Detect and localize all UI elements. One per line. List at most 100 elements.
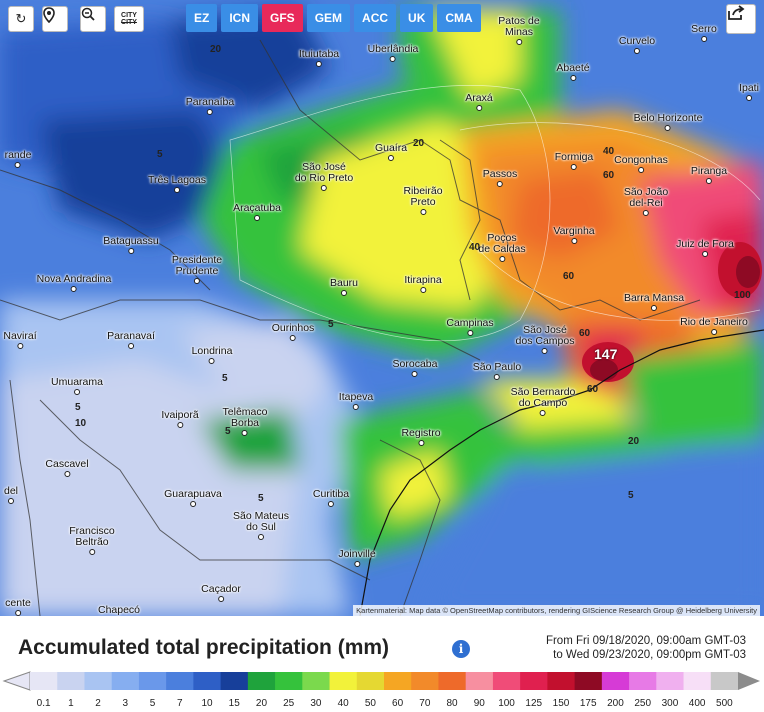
city-label: Londrina: [192, 346, 232, 364]
city-label: Chapecó: [98, 605, 140, 616]
city-label: Itirapina: [404, 275, 442, 293]
model-selector: EZ ICN GFS GEM ACC UK CMA: [186, 4, 481, 32]
city-marker: [497, 181, 503, 187]
city-label: São Paulo: [473, 362, 521, 380]
info-icon: i: [458, 642, 464, 656]
legend-tick-label: 125: [525, 698, 543, 709]
city-label: Guarapuava: [164, 489, 222, 507]
legend-swatch: [384, 672, 412, 690]
city-toggle-button[interactable]: CITY CITY: [114, 6, 144, 32]
city-label: Belo Horizonte: [634, 113, 702, 131]
city-label: Ivaiporã: [161, 410, 199, 428]
refresh-button[interactable]: ↻: [8, 6, 34, 32]
share-button[interactable]: [726, 4, 756, 34]
legend-swatch: [656, 672, 685, 690]
city-label: Serro: [691, 24, 717, 42]
legend-swatch: [84, 672, 113, 690]
city-label: Campinas: [446, 318, 494, 336]
city-label: Araxá: [465, 93, 493, 111]
city-label: Passos: [483, 169, 517, 187]
city-label: Presidente Prudente: [172, 255, 222, 284]
legend-swatch: [247, 672, 276, 690]
contour-label: 5: [225, 426, 231, 437]
contour-label: 5: [328, 319, 334, 330]
city-label: Juiz de Fora: [676, 239, 734, 257]
legend-swatch: [166, 672, 194, 690]
contour-label: 60: [603, 170, 615, 181]
legend-tick-label: 90: [473, 698, 485, 709]
legend-swatch: [302, 672, 331, 690]
city-label: Umuarama: [51, 377, 103, 395]
contour-label: 60: [587, 384, 599, 395]
legend-tick-label: 60: [392, 698, 404, 709]
locate-button[interactable]: [42, 6, 68, 32]
legend-swatch: [193, 672, 222, 690]
legend-swatch: [547, 672, 576, 690]
city-label: Uberlândia: [368, 44, 418, 62]
legend-swatch: [411, 672, 439, 690]
city-label: Formiga: [555, 152, 593, 170]
legend-tick-label: 300: [661, 698, 679, 709]
zoom-out-button[interactable]: [80, 6, 106, 32]
city-marker: [389, 56, 396, 62]
city-marker: [702, 251, 708, 257]
model-tab-cma[interactable]: CMA: [437, 4, 481, 32]
info-button[interactable]: i: [452, 640, 470, 658]
precipitation-map[interactable]: Patos de Minas Uberlândia Ituiutaba Curve…: [0, 0, 764, 616]
legend-swatch: [30, 672, 58, 690]
city-label: Registro: [401, 428, 441, 446]
contour-label: 5: [628, 490, 634, 501]
contour-label: 5: [258, 493, 264, 504]
map-attribution: Kartenmaterial: Map data © OpenStreetMap…: [353, 605, 760, 616]
contour-label: 20: [210, 44, 222, 55]
model-tab-uk[interactable]: UK: [400, 4, 434, 32]
legend-swatch: [683, 672, 712, 690]
city-marker: [128, 248, 134, 254]
city-label: Curvelo: [619, 36, 655, 54]
city-marker: [705, 178, 712, 184]
legend-tick-label: 0.1: [36, 698, 51, 709]
city-label: Paranavaí: [107, 331, 155, 349]
contour-label: 20: [628, 436, 640, 447]
city-marker: [64, 471, 70, 477]
contour-label: 5: [157, 149, 163, 160]
period-end: to Wed 09/23/2020, 09:00pm GMT-03: [553, 649, 746, 661]
legend-tick-label: 10: [201, 698, 213, 709]
city-marker: [701, 36, 707, 42]
page-title: Accumulated total precipitation (mm): [18, 636, 390, 659]
city-marker: [467, 330, 473, 336]
city-marker: [14, 162, 21, 168]
city-marker: [634, 48, 640, 54]
model-tab-gem[interactable]: GEM: [306, 4, 351, 32]
city-label: Barra Mansa: [624, 293, 684, 311]
contour-label: 60: [563, 271, 575, 282]
legend-tick-label: 5: [149, 698, 156, 709]
legend-tick-label: 250: [634, 698, 652, 709]
city-marker: [539, 410, 546, 416]
legend-swatch: [574, 672, 603, 690]
legend-tick-label: 400: [688, 698, 706, 709]
peak-value-label: 147: [594, 346, 618, 362]
model-tab-ez[interactable]: EZ: [186, 4, 218, 32]
city-marker: [515, 39, 522, 45]
city-label: Rio de Janeiro: [680, 317, 748, 335]
city-marker: [254, 215, 260, 221]
city-marker: [387, 155, 394, 161]
legend-arrow-low: [2, 671, 31, 691]
city-marker: [570, 164, 577, 170]
share-icon: [728, 5, 745, 20]
city-label: Varginha: [553, 226, 595, 244]
legend-swatch: [356, 672, 385, 690]
legend-tick-label: 30: [310, 698, 322, 709]
legend-swatch: [138, 672, 167, 690]
city-marker: [570, 75, 576, 81]
city-label: Ourinhos: [272, 323, 314, 341]
legend-tick-label: 200: [607, 698, 624, 709]
city-marker: [289, 335, 296, 341]
model-tab-icn[interactable]: ICN: [221, 4, 259, 32]
model-tab-gfs[interactable]: GFS: [262, 4, 303, 32]
zoom-out-icon: [81, 7, 95, 21]
legend-tick-label: 40: [337, 698, 349, 709]
model-tab-acc[interactable]: ACC: [354, 4, 397, 32]
legend-swatch: [465, 672, 494, 690]
